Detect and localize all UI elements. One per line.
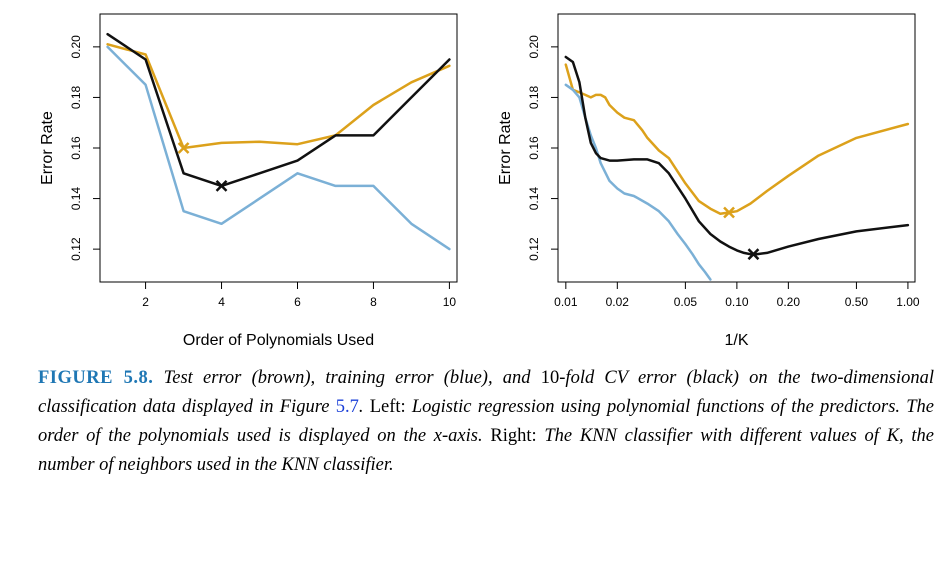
caption-figure-label: FIGURE 5.8. <box>38 368 154 388</box>
caption-text-1: Test error (brown), training error (blue… <box>153 368 541 388</box>
cv-error-line <box>564 55 910 256</box>
y-tick-label: 0.16 <box>69 136 83 160</box>
y-tick-label: 0.14 <box>527 187 541 211</box>
right-chart-panel: 0.01 0.02 0.05 0.10 0.20 0.50 1.00 0.12 0.14 0.16… <box>497 13 920 349</box>
caption-fold-number: 10 <box>540 368 560 388</box>
x-tick-label: 0.20 <box>777 295 801 309</box>
caption-right-label: Right: <box>490 426 537 446</box>
caption-left-label: Left: <box>369 397 406 417</box>
cv-minimum-marker <box>747 248 760 261</box>
y-tick-label: 0.12 <box>527 237 541 261</box>
y-tick-label: 0.20 <box>69 35 83 59</box>
cv-minimum-marker <box>215 180 228 192</box>
figure-caption: FIGURE 5.8. Test error (brown), training… <box>38 364 934 480</box>
train-error-line <box>106 45 451 251</box>
caption-figure-link[interactable]: 5.7 <box>335 397 359 417</box>
x-tick-label: 2 <box>142 295 149 309</box>
x-tick-label: 4 <box>218 295 225 309</box>
x-tick-label: 0.10 <box>725 295 749 309</box>
x-tick-label: 0.50 <box>845 295 869 309</box>
test-minimum-marker <box>177 142 190 154</box>
y-tick-label: 0.18 <box>527 85 541 109</box>
caption-text-5: The KNN classifier with different values… <box>38 426 935 475</box>
y-axis-title: Error Rate <box>497 111 514 185</box>
train-error-line <box>564 83 712 281</box>
y-tick-label: 0.18 <box>69 85 83 109</box>
caption-text-2: -fold CV error (black) on the two-dimens… <box>38 368 934 417</box>
plot-frame <box>99 13 458 283</box>
x-axis-title: 1/K <box>724 332 748 349</box>
y-tick-label: 0.16 <box>527 136 541 160</box>
x-tick-label: 10 <box>443 295 457 309</box>
figure-charts: 2 4 6 8 10 0.12 0.14 0.16 0.18 0.20 Order of Polyn… <box>39 13 920 349</box>
test-error-line <box>106 43 451 150</box>
x-tick-label: 0.05 <box>674 295 698 309</box>
caption-text-3: . <box>358 397 370 417</box>
caption-text-4: Logistic regression using polynomial fun… <box>38 397 935 446</box>
y-tick-label: 0.12 <box>69 237 83 261</box>
left-chart-panel: 2 4 6 8 10 0.12 0.14 0.16 0.18 0.20 Order of Polyn… <box>39 13 458 349</box>
plot-frame <box>557 13 916 283</box>
x-tick-label: 6 <box>294 295 301 309</box>
cv-error-line <box>106 32 451 188</box>
x-tick-label: 1.00 <box>896 295 920 309</box>
x-tick-label: 8 <box>370 295 377 309</box>
x-tick-label: 0.02 <box>606 295 630 309</box>
x-axis-title: Order of Polynomials Used <box>183 332 374 349</box>
y-axis-title: Error Rate <box>39 111 56 185</box>
x-tick-label: 0.01 <box>554 295 578 309</box>
y-tick-label: 0.20 <box>527 35 541 59</box>
test-error-line <box>564 63 910 215</box>
test-minimum-marker <box>723 206 735 219</box>
y-tick-label: 0.14 <box>69 187 83 211</box>
